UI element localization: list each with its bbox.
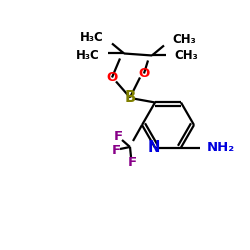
- Text: F: F: [128, 156, 136, 168]
- Text: B: B: [124, 90, 136, 105]
- Text: H₃C: H₃C: [76, 49, 100, 62]
- Text: H₃C: H₃C: [80, 31, 104, 44]
- Text: F: F: [112, 144, 120, 158]
- Text: O: O: [138, 67, 149, 80]
- Text: NH₂: NH₂: [207, 141, 235, 154]
- Text: CH₃: CH₃: [172, 33, 196, 46]
- Text: F: F: [114, 130, 122, 143]
- Text: CH₃: CH₃: [174, 49, 198, 62]
- Text: O: O: [106, 71, 118, 84]
- Text: N: N: [148, 140, 160, 155]
